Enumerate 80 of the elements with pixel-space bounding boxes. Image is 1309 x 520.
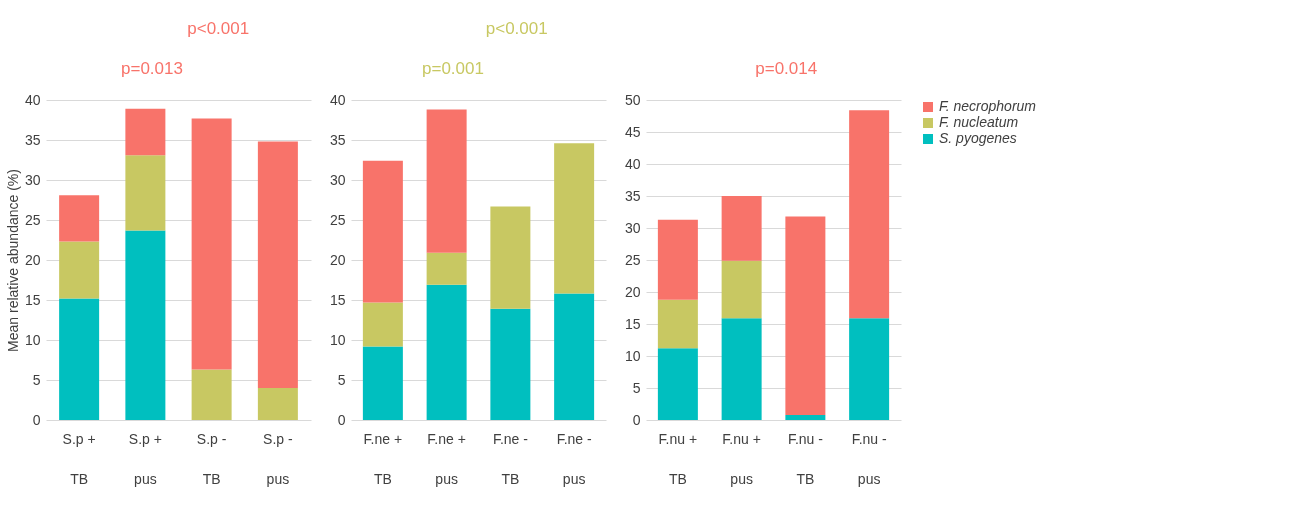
y-tick-label: 15 xyxy=(624,315,641,332)
bar xyxy=(191,369,232,420)
bar xyxy=(257,141,298,388)
bar xyxy=(721,318,762,420)
bar xyxy=(125,108,166,156)
y-tick-label: 30 xyxy=(24,171,41,188)
category-label: S.p + pus xyxy=(128,430,162,487)
legend-label: F. necrophorum xyxy=(939,98,1037,114)
bar xyxy=(657,219,698,300)
bar xyxy=(59,195,100,242)
y-tick-label: 35 xyxy=(624,187,641,204)
bar xyxy=(59,241,100,299)
bar xyxy=(191,118,232,370)
bar xyxy=(490,308,531,420)
text: p<0.001 xyxy=(187,19,250,38)
category-label: F.nu - pus xyxy=(851,430,887,487)
bar xyxy=(554,143,595,294)
category-label: S.p - TB xyxy=(196,430,227,487)
bar xyxy=(362,302,403,347)
y-tick-label: 5 xyxy=(337,371,346,388)
legend-label: S. pyogenes xyxy=(939,130,1017,146)
category-label: F.nu + pus xyxy=(722,430,761,487)
y-tick-label: 35 xyxy=(24,131,41,148)
y-tick-label: 15 xyxy=(24,291,41,308)
bar xyxy=(362,160,403,303)
y-tick-label: 10 xyxy=(24,331,41,348)
bar xyxy=(125,155,166,231)
y-tick-label: 40 xyxy=(624,155,641,172)
bar xyxy=(125,230,166,420)
y-tick-label: 0 xyxy=(32,411,41,428)
bar xyxy=(721,196,762,261)
bar xyxy=(426,109,467,253)
bar xyxy=(657,299,698,349)
bar xyxy=(849,318,890,420)
y-tick-label: 25 xyxy=(624,251,641,268)
bar xyxy=(59,298,100,420)
category-label: S.p - pus xyxy=(263,430,293,487)
text: p=0.013 xyxy=(121,59,183,78)
y-tick-label: 0 xyxy=(632,411,641,428)
y-tick-label: 30 xyxy=(329,171,346,188)
y-tick-label: 25 xyxy=(24,211,41,228)
y-tick-label: 0 xyxy=(337,411,346,428)
y-axis-title: Mean relative abundance (%) xyxy=(4,169,21,352)
category-label: S.p + TB xyxy=(62,430,96,487)
y-tick-label: 40 xyxy=(329,91,346,108)
y-tick-label: 45 xyxy=(624,123,641,140)
y-tick-label: 20 xyxy=(624,283,641,300)
y-tick-label: 20 xyxy=(24,251,41,268)
y-tick-label: 25 xyxy=(329,211,346,228)
bar xyxy=(849,110,890,319)
bar xyxy=(721,260,762,319)
y-tick-label: 15 xyxy=(329,291,346,308)
category-label: F.ne + pus xyxy=(427,430,466,487)
y-tick-label: 5 xyxy=(632,379,641,396)
bar xyxy=(426,284,467,420)
text: p=0.014 xyxy=(755,59,818,78)
y-tick-label: 50 xyxy=(624,91,641,108)
y-tick-label: 10 xyxy=(624,347,641,364)
bar xyxy=(785,216,826,415)
category-label: F.ne + TB xyxy=(363,430,403,487)
legend-label: F. nucleatum xyxy=(939,114,1019,130)
y-tick-label: 10 xyxy=(329,331,346,348)
y-tick-label: 20 xyxy=(329,251,346,268)
category-label: F.ne - pus xyxy=(556,430,592,487)
y-tick-label: 30 xyxy=(624,219,641,236)
y-tick-label: 5 xyxy=(32,371,41,388)
bar xyxy=(554,293,595,420)
bar xyxy=(426,252,467,285)
y-tick-label: 40 xyxy=(24,91,41,108)
y-tick-label: 35 xyxy=(329,131,346,148)
bar xyxy=(490,206,531,309)
bar xyxy=(362,346,403,420)
text: p<0.001 xyxy=(485,19,548,38)
text: p=0.001 xyxy=(422,59,484,78)
bar xyxy=(257,388,298,420)
category-label: F.ne - TB xyxy=(492,430,528,487)
category-label: F.nu - TB xyxy=(787,430,823,487)
bar xyxy=(657,348,698,420)
category-label: F.nu + TB xyxy=(658,430,698,487)
bar xyxy=(785,414,826,420)
